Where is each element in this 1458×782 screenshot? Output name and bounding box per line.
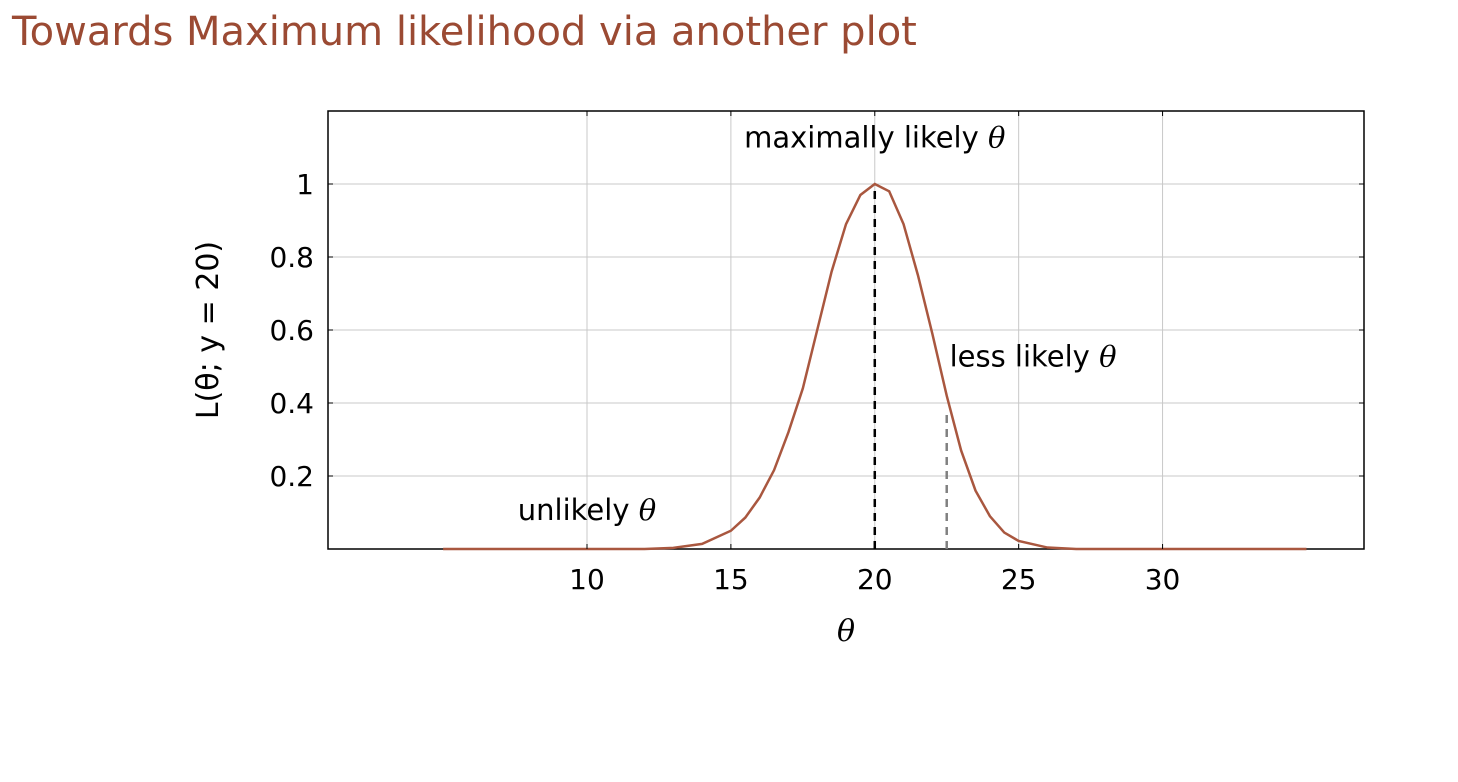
y-tick-label: 1 (296, 168, 314, 201)
grid (328, 111, 1364, 549)
y-tick-label: 0.4 (269, 387, 314, 420)
y-tick-label: 0.8 (269, 241, 314, 274)
x-tick-label: 15 (713, 563, 749, 596)
x-tick-label: 20 (857, 563, 893, 596)
slide-title: Towards Maximum likelihood via another p… (12, 9, 917, 55)
y-tick-label: 0.6 (269, 314, 314, 347)
y-axis-label: L(θ; y = 20) (191, 241, 226, 419)
y-tick-label: 0.2 (269, 460, 314, 493)
vertical-markers (873, 184, 948, 549)
annotations: maximally likely θ less likely θ unlikely … (518, 121, 1117, 527)
annotation: maximally likely θ (744, 121, 1005, 155)
y-tick-labels: 0.2 0.4 0.6 0.8 1 (269, 168, 1364, 493)
annotation: unlikely θ (518, 493, 656, 527)
x-tick-labels: 10 15 20 25 30 (569, 111, 1180, 596)
x-tick-label: 10 (569, 563, 605, 596)
x-tick-label: 25 (1001, 563, 1037, 596)
likelihood-curve (443, 182, 1307, 551)
x-axis-label: θ (837, 614, 855, 649)
annotation: less likely θ (950, 340, 1117, 374)
x-tick-label: 30 (1145, 563, 1181, 596)
